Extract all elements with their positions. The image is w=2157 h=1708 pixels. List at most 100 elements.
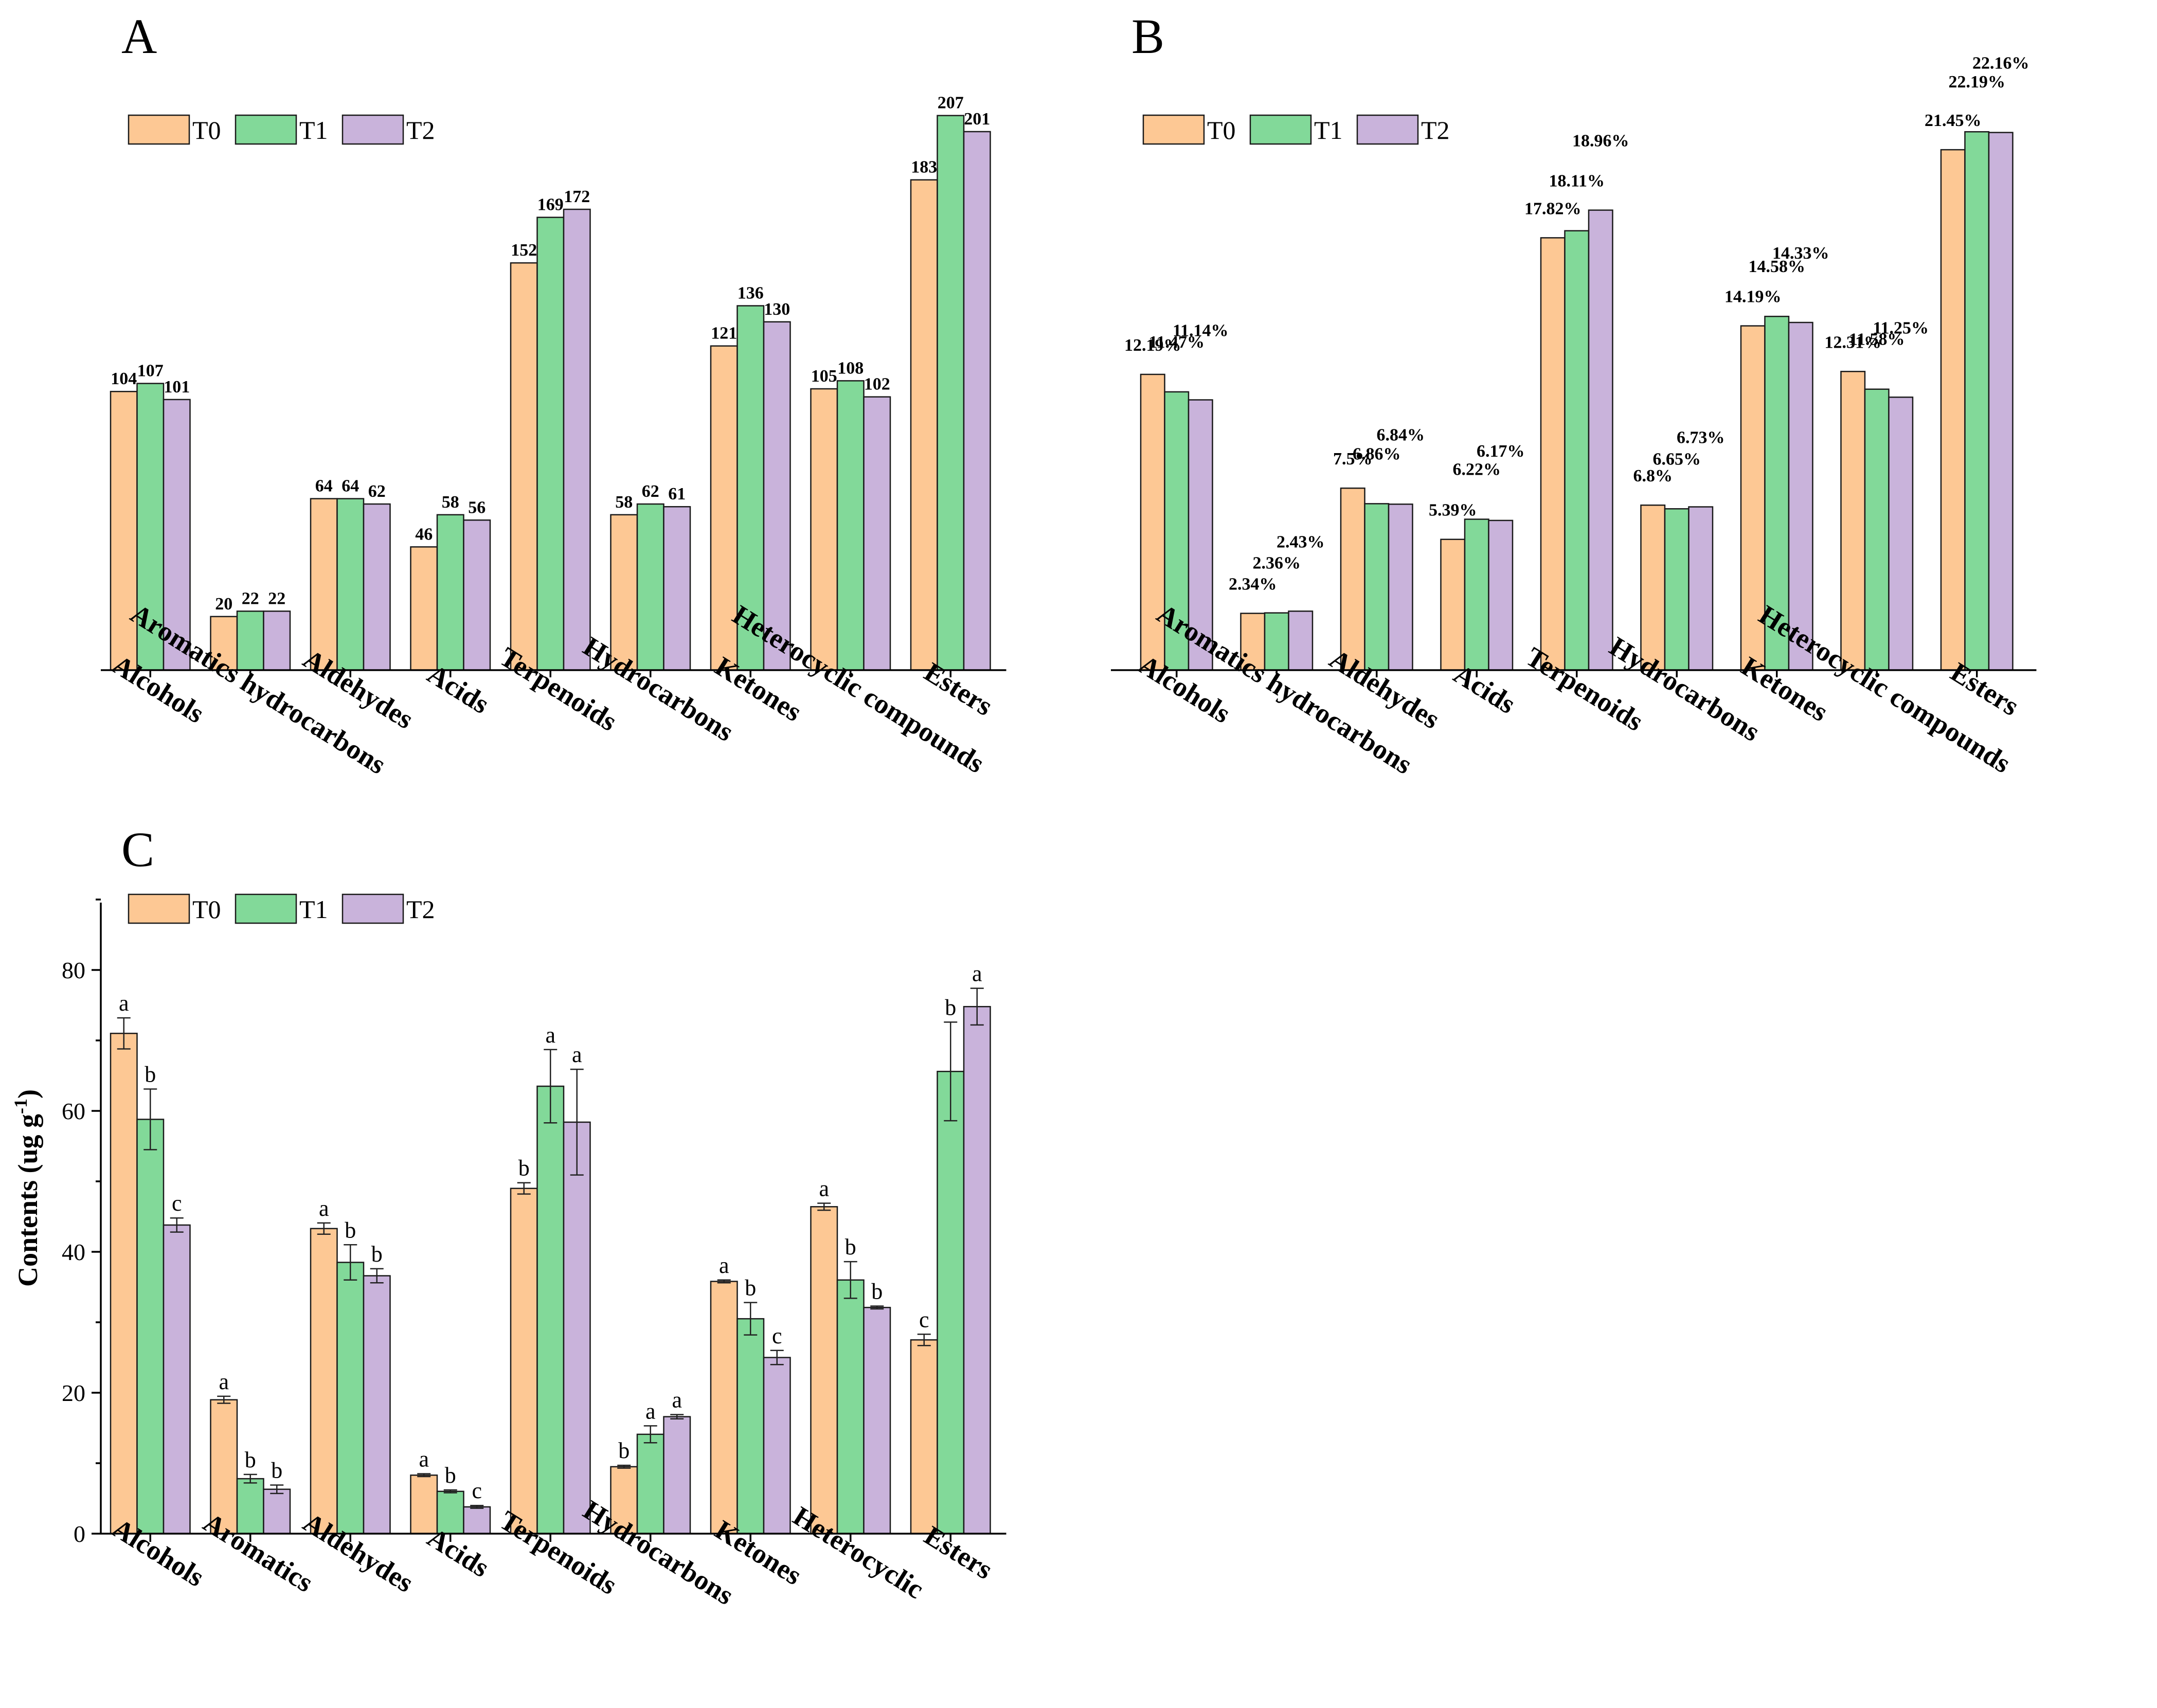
bar-c-aromatics-t2 — [263, 1488, 291, 1535]
value-label-b-aldehydes-t0: 7.5% — [1333, 450, 1373, 469]
bar-a-ketones-t0 — [710, 345, 738, 671]
value-label-a-alcohols-t0: 104 — [111, 369, 137, 388]
bar-a-ketones-t2 — [763, 321, 791, 671]
value-label-b-terpenoids-t2: 18.96% — [1572, 132, 1629, 151]
bar-b-aldehydes-t0 — [1340, 487, 1365, 671]
legend-swatch-b-t0 — [1142, 114, 1205, 145]
legend-label-b-t0: T0 — [1207, 116, 1236, 145]
value-label-a-heterocyclic-compounds-t2: 102 — [864, 375, 890, 394]
bar-b-esters-t2 — [1988, 132, 2014, 671]
value-label-a-acids-t1: 58 — [442, 493, 459, 512]
value-label-a-ketones-t2: 130 — [764, 300, 790, 319]
panel-b-chart: 12.19%11.47%11.14%Alcohols2.34%2.36%2.43… — [1111, 54, 2037, 780]
significance-letter-alcohols-t2: c — [172, 1191, 182, 1216]
value-label-a-terpenoids-t0: 152 — [511, 241, 537, 260]
significance-letter-hydrocarbons-t0: b — [618, 1438, 630, 1463]
significance-letter-aldehydes-t0: a — [319, 1196, 329, 1221]
bar-b-acids-t2 — [1488, 519, 1514, 671]
bar-c-hydrocarbons-t2 — [663, 1416, 691, 1535]
value-label-b-aromatics-hydrocarbons-t0: 2.34% — [1229, 575, 1277, 594]
bar-b-hydrocarbons-t2 — [1688, 506, 1714, 671]
panel-letter-b: B — [1131, 9, 1164, 64]
value-label-b-alcohols-t2: 11.14% — [1173, 321, 1229, 340]
bar-c-terpenoids-t1 — [536, 1085, 565, 1535]
value-label-b-hydrocarbons-t0: 6.8% — [1633, 466, 1673, 486]
bar-a-heterocyclic-compounds-t0 — [810, 388, 838, 671]
significance-letter-esters-t0: c — [919, 1307, 929, 1332]
value-label-a-alcohols-t1: 107 — [137, 362, 164, 381]
panel-letter-a: A — [121, 9, 157, 64]
value-label-b-acids-t2: 6.17% — [1477, 442, 1525, 461]
value-label-a-heterocyclic-compounds-t1: 108 — [837, 358, 864, 377]
value-label-b-heterocyclic-compounds-t0: 12.31% — [1825, 333, 1882, 352]
bar-c-alcohols-t2 — [163, 1224, 191, 1535]
bar-a-esters-t1 — [937, 115, 965, 671]
bar-c-alcohols-t1 — [136, 1119, 165, 1535]
legend-swatch-a-t0 — [128, 114, 190, 145]
legend-swatch-b-t2 — [1356, 114, 1419, 145]
legend-label-c-t0: T0 — [192, 895, 221, 924]
value-label-a-hydrocarbons-t2: 61 — [668, 484, 686, 504]
bar-c-terpenoids-t2 — [563, 1121, 591, 1535]
value-label-a-heterocyclic-compounds-t0: 105 — [811, 367, 837, 386]
bar-b-ketones-t2 — [1788, 321, 1813, 671]
significance-letter-hydrocarbons-t2: a — [672, 1387, 682, 1412]
y-tick-label-80: 80 — [62, 957, 85, 983]
bar-b-aromatics-hydrocarbons-t2 — [1288, 610, 1314, 671]
value-label-b-aldehydes-t2: 6.84% — [1377, 425, 1425, 444]
y-tick-label-40: 40 — [62, 1239, 85, 1265]
significance-letter-ketones-t2: c — [772, 1323, 782, 1349]
value-label-b-acids-t0: 5.39% — [1429, 501, 1477, 520]
legend-swatch-a-t2 — [341, 114, 404, 145]
significance-letter-ketones-t0: a — [719, 1253, 729, 1278]
value-label-a-aromatics-hydrocarbons-t2: 22 — [268, 589, 285, 608]
value-label-a-ketones-t0: 121 — [711, 324, 737, 343]
value-label-b-esters-t2: 22.16% — [1972, 54, 2029, 73]
significance-letter-heterocyclic-t1: b — [845, 1234, 856, 1260]
bar-a-hydrocarbons-t1 — [636, 503, 664, 671]
bar-c-acids-t2 — [463, 1506, 491, 1535]
bar-b-terpenoids-t0 — [1540, 237, 1566, 671]
legend-swatch-c-t1 — [235, 893, 297, 924]
significance-letter-heterocyclic-t0: a — [819, 1176, 829, 1201]
value-label-a-hydrocarbons-t0: 58 — [615, 493, 633, 512]
bar-b-aldehydes-t2 — [1388, 504, 1413, 671]
significance-letter-esters-t1: b — [945, 995, 956, 1020]
bar-c-acids-t0 — [410, 1475, 438, 1535]
legend-label-a-t2: T2 — [406, 116, 435, 145]
significance-letter-alcohols-t1: b — [145, 1062, 156, 1087]
bar-a-acids-t1 — [436, 514, 464, 671]
bar-a-alcohols-t1 — [136, 383, 165, 671]
legend-label-a-t1: T1 — [299, 116, 328, 145]
bar-a-alcohols-t0 — [110, 390, 138, 671]
bar-b-esters-t1 — [1964, 131, 1990, 671]
bar-b-heterocyclic-compounds-t0 — [1840, 371, 1866, 671]
value-label-b-hydrocarbons-t2: 6.73% — [1677, 428, 1725, 447]
significance-letter-terpenoids-t2: a — [572, 1042, 582, 1067]
legend-label-b-t2: T2 — [1421, 116, 1450, 145]
value-label-a-aldehydes-t2: 62 — [368, 482, 386, 501]
bar-a-acids-t0 — [410, 546, 438, 671]
value-label-b-ketones-t2: 14.33% — [1772, 244, 1829, 263]
significance-letter-ketones-t1: b — [745, 1275, 756, 1301]
significance-letter-acids-t2: c — [472, 1478, 482, 1503]
bar-c-heterocyclic-t1 — [836, 1279, 865, 1535]
bar-c-heterocyclic-t2 — [863, 1306, 891, 1535]
significance-letter-aldehydes-t1: b — [345, 1217, 356, 1243]
bar-a-esters-t0 — [910, 179, 938, 671]
value-label-b-heterocyclic-compounds-t1: 11.58% — [1849, 330, 1905, 349]
bar-b-alcohols-t0 — [1140, 373, 1165, 671]
bar-c-alcohols-t0 — [110, 1033, 138, 1535]
y-axis-label: Contents (ug g-1) — [10, 1089, 43, 1287]
bar-a-terpenoids-t0 — [510, 262, 538, 671]
legend-swatch-b-t1 — [1249, 114, 1312, 145]
bar-c-aromatics-t1 — [236, 1478, 264, 1535]
legend-label-b-t1: T1 — [1314, 116, 1343, 145]
value-label-b-aldehydes-t1: 6.86% — [1353, 444, 1401, 463]
bar-c-hydrocarbons-t1 — [636, 1433, 664, 1535]
significance-letter-acids-t0: a — [419, 1447, 429, 1472]
legend-swatch-c-t0 — [128, 893, 190, 924]
value-label-a-acids-t0: 46 — [415, 525, 433, 544]
significance-letter-acids-t1: b — [445, 1463, 456, 1488]
